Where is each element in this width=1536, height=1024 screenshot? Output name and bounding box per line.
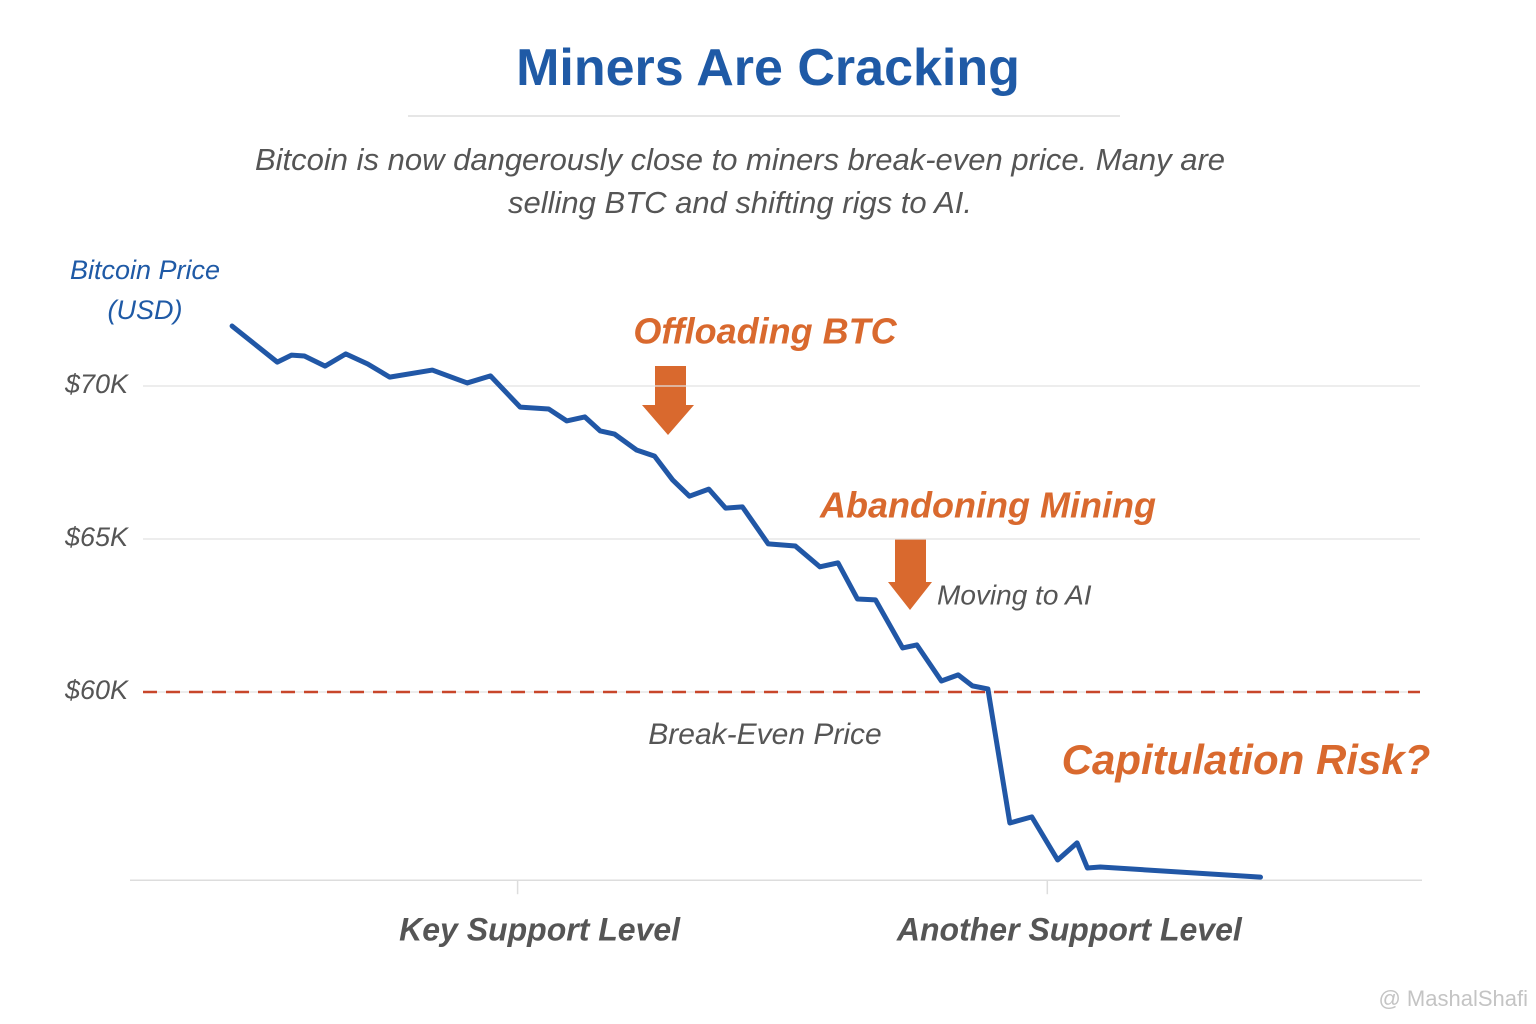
x-tick-label: Another Support Level [896,911,1243,947]
reference-label: Break-Even Price [648,718,881,751]
arrow [888,539,932,610]
annotation: Offloading BTC [633,311,897,352]
y-axis-label: Bitcoin Price (USD) [69,255,221,325]
y-tick-label: $60K [64,675,129,705]
price-line [229,323,1263,880]
annotation: Abandoning Mining [819,485,1156,526]
y-tick-label: $70K [64,369,129,399]
x-tick-label: Key Support Level [399,911,681,947]
watermark: @ MashalShafi [1378,986,1528,1011]
chart-subtitle: Bitcoin is now dangerously close to mine… [254,142,1226,220]
annotation: Capitulation Risk? [1062,736,1431,783]
chart-title: Miners Are Cracking [516,39,1020,97]
arrow [642,366,694,435]
y-tick-label: $65K [64,522,129,552]
annotation: Moving to AI [937,579,1092,610]
